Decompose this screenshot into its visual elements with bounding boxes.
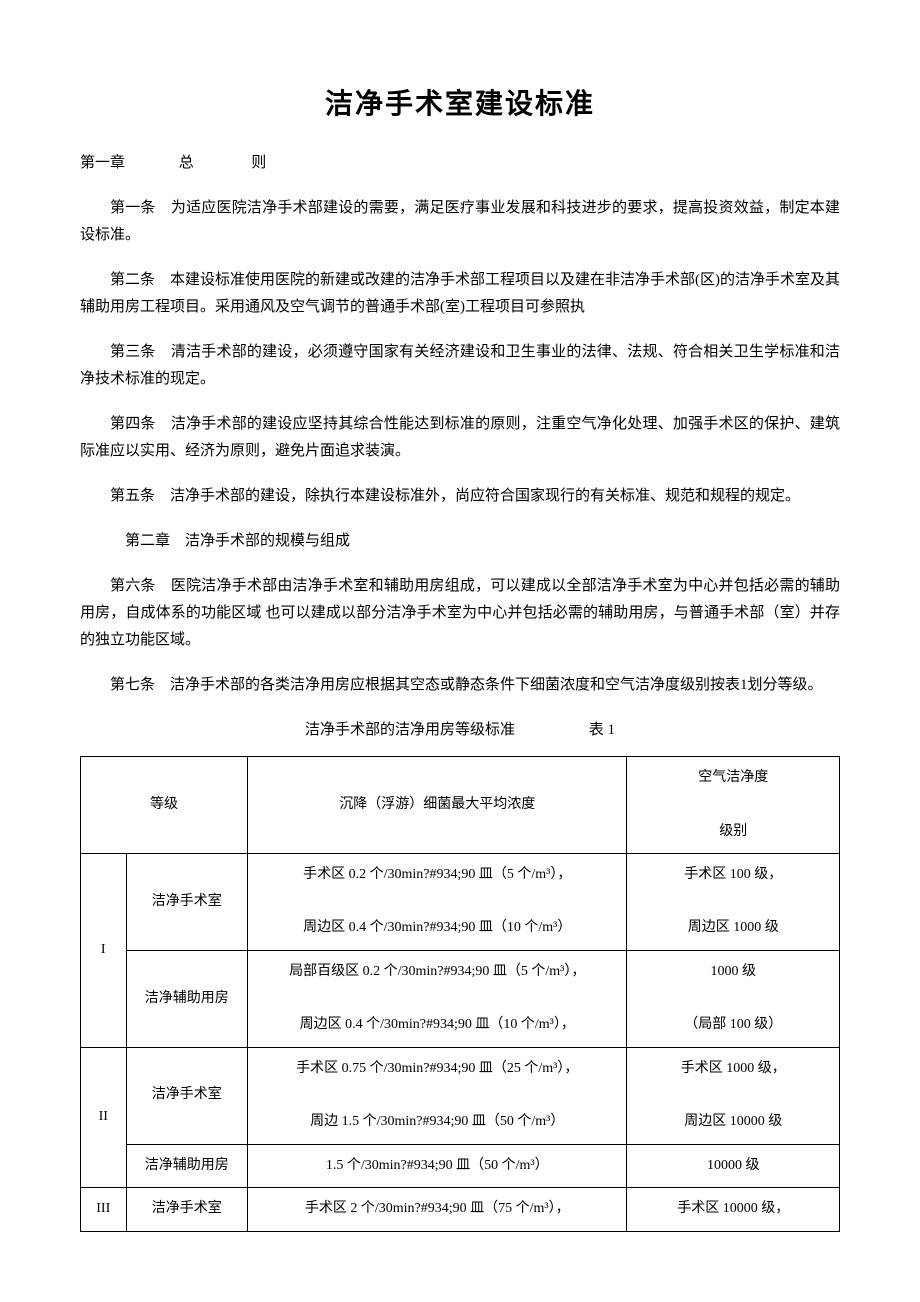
cell-room-type: 洁净手术室 — [126, 854, 247, 951]
cleanliness-level-table: 等级沉降（浮游）细菌最大平均浓度空气洁净度级别I洁净手术室手术区 0.2 个/3… — [80, 756, 840, 1231]
article-2: 第二条 本建设标准使用医院的新建或改建的洁净手术部工程项目以及建在非洁净手术部(… — [80, 267, 840, 321]
table-header-row: 等级沉降（浮游）细菌最大平均浓度空气洁净度级别 — [81, 757, 840, 854]
header-cleanliness: 空气洁净度级别 — [627, 757, 840, 854]
table-row: 洁净辅助用房1.5 个/30min?#934;90 皿（50 个/m³）1000… — [81, 1144, 840, 1188]
article-3: 第三条 清洁手术部的建设，必须遵守国家有关经济建设和卫生事业的法律、法规、符合相… — [80, 339, 840, 393]
cell-cleanliness: 手术区 1000 级，周边区 10000 级 — [627, 1047, 840, 1144]
chapter-1-heading: 第一章 总 则 — [80, 150, 840, 177]
table-row: I洁净手术室手术区 0.2 个/30min?#934;90 皿（5 个/m³），… — [81, 854, 840, 951]
cell-room-type: 洁净辅助用房 — [126, 1144, 247, 1188]
chapter-1-name-part2: 则 — [251, 155, 266, 171]
cell-concentration: 手术区 2 个/30min?#934;90 皿（75 个/m³）， — [247, 1188, 627, 1232]
table-row: 洁净辅助用房局部百级区 0.2 个/30min?#934;90 皿（5 个/m³… — [81, 950, 840, 1047]
table-row: II洁净手术室手术区 0.75 个/30min?#934;90 皿（25 个/m… — [81, 1047, 840, 1144]
cell-level: III — [81, 1188, 127, 1232]
cell-cleanliness: 手术区 10000 级， — [627, 1188, 840, 1232]
cell-room-type: 洁净辅助用房 — [126, 950, 247, 1047]
chapter-1-name-part1: 总 — [179, 155, 194, 171]
table-row: III洁净手术室手术区 2 个/30min?#934;90 皿（75 个/m³）… — [81, 1188, 840, 1232]
cell-concentration: 1.5 个/30min?#934;90 皿（50 个/m³） — [247, 1144, 627, 1188]
cell-level: I — [81, 854, 127, 1048]
header-level: 等级 — [81, 757, 248, 854]
cell-cleanliness: 1000 级（局部 100 级） — [627, 950, 840, 1047]
table-caption-label: 表 1 — [589, 722, 615, 738]
cell-level: II — [81, 1047, 127, 1187]
cell-concentration: 手术区 0.75 个/30min?#934;90 皿（25 个/m³），周边 1… — [247, 1047, 627, 1144]
article-4: 第四条 洁净手术部的建设应坚持其综合性能达到标准的原则，注重空气净化处理、加强手… — [80, 411, 840, 465]
chapter-2-heading: 第二章 洁净手术部的规模与组成 — [80, 528, 840, 555]
document-title: 洁净手术室建设标准 — [80, 80, 840, 130]
article-5: 第五条 洁净手术部的建设，除执行本建设标准外，尚应符合国家现行的有关标准、规范和… — [80, 483, 840, 510]
table-1-caption: 洁净手术部的洁净用房等级标准 表 1 — [80, 717, 840, 744]
chapter-1-label: 第一章 — [80, 150, 125, 177]
cell-room-type: 洁净手术室 — [126, 1047, 247, 1144]
article-7: 第七条 洁净手术部的各类洁净用房应根据其空态或静态条件下细菌浓度和空气洁净度级别… — [80, 672, 840, 699]
header-concentration: 沉降（浮游）细菌最大平均浓度 — [247, 757, 627, 854]
article-1: 第一条 为适应医院洁净手术部建设的需要，满足医疗事业发展和科技进步的要求，提高投… — [80, 195, 840, 249]
cell-room-type: 洁净手术室 — [126, 1188, 247, 1232]
cell-cleanliness: 10000 级 — [627, 1144, 840, 1188]
cell-concentration: 手术区 0.2 个/30min?#934;90 皿（5 个/m³），周边区 0.… — [247, 854, 627, 951]
table-caption-text: 洁净手术部的洁净用房等级标准 — [305, 717, 515, 744]
cell-cleanliness: 手术区 100 级，周边区 1000 级 — [627, 854, 840, 951]
article-6: 第六条 医院洁净手术部由洁净手术室和辅助用房组成，可以建成以全部洁净手术室为中心… — [80, 573, 840, 654]
cell-concentration: 局部百级区 0.2 个/30min?#934;90 皿（5 个/m³），周边区 … — [247, 950, 627, 1047]
